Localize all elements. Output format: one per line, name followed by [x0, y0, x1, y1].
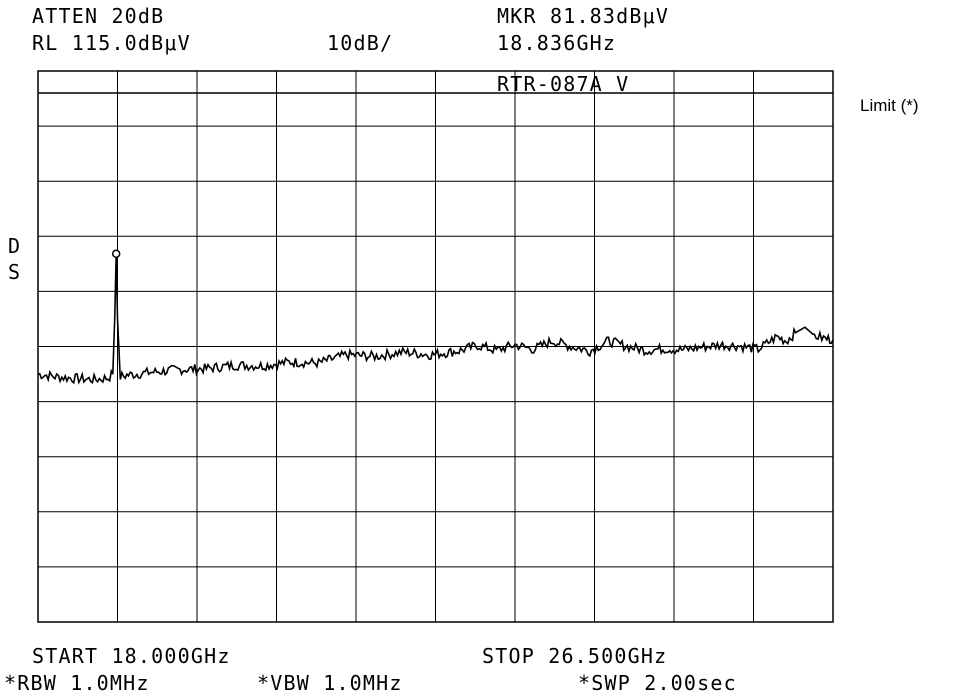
- scale-readout: 10dB/: [327, 31, 394, 55]
- grid-lines: [38, 71, 833, 622]
- trace-label: RTR-087A V: [497, 72, 630, 96]
- side-label-d: D: [8, 234, 22, 258]
- marker-amplitude-readout: MKR 81.83dBμV: [497, 4, 670, 28]
- atten-readout: ATTEN 20dB: [32, 4, 165, 28]
- marker-frequency-readout: 18.836GHz: [497, 31, 617, 55]
- limit-label: Limit (*): [860, 96, 919, 115]
- reference-level-readout: RL 115.0dBμV: [32, 31, 191, 55]
- rbw-readout: *RBW 1.0MHz: [4, 671, 150, 695]
- sweep-time-readout: *SWP 2.00sec: [578, 671, 737, 695]
- stop-frequency-readout: STOP 26.500GHz: [482, 644, 668, 668]
- spectrum-trace: [37, 253, 834, 385]
- marker-point: [111, 249, 121, 259]
- vbw-readout: *VBW 1.0MHz: [257, 671, 403, 695]
- side-label-s: S: [8, 260, 22, 284]
- start-frequency-readout: START 18.000GHz: [32, 644, 231, 668]
